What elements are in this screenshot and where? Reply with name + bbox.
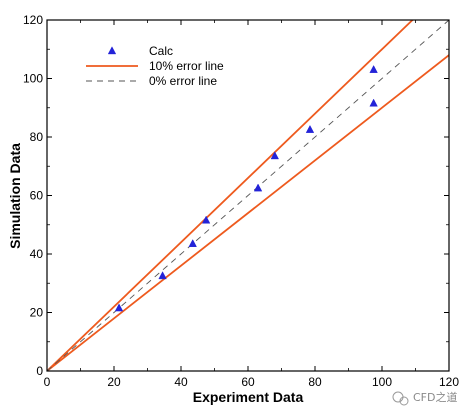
wechat-icon bbox=[392, 391, 404, 403]
y-tick-label-1: 20 bbox=[30, 306, 44, 320]
legend-label-2: 0% error line bbox=[149, 74, 217, 88]
calc-point-5 bbox=[270, 151, 279, 160]
legend-label-0: Calc bbox=[149, 44, 173, 58]
y-tick-label-4: 80 bbox=[30, 130, 44, 144]
legend-calc-marker bbox=[107, 46, 117, 55]
x-axis-title: Experiment Data bbox=[193, 389, 304, 405]
calc-point-3 bbox=[201, 215, 211, 224]
y-tick-label-6: 120 bbox=[23, 13, 43, 27]
x-tick-label-3: 60 bbox=[241, 375, 255, 389]
ten-percent-error-line-1 bbox=[47, 54, 449, 371]
y-axis-title: Simulation Data bbox=[7, 143, 23, 249]
calc-point-0 bbox=[114, 303, 124, 312]
x-tick-label-6: 120 bbox=[439, 375, 459, 389]
calc-point-2 bbox=[188, 239, 197, 247]
x-tick-label-5: 100 bbox=[372, 375, 392, 389]
calc-point-8 bbox=[369, 98, 378, 107]
y-tick-label-3: 60 bbox=[30, 189, 44, 203]
legend-label-1: 10% error line bbox=[149, 59, 224, 73]
wechat-icon-bubble bbox=[399, 396, 409, 406]
watermark-text: CFD之道 bbox=[413, 390, 457, 404]
x-tick-label-4: 80 bbox=[308, 375, 322, 389]
x-tick-label-1: 20 bbox=[107, 375, 121, 389]
calc-point-4 bbox=[253, 183, 263, 192]
watermark: CFD之道 bbox=[392, 390, 457, 406]
y-tick-label-2: 40 bbox=[30, 247, 44, 261]
calc-point-7 bbox=[369, 64, 378, 73]
zero-error-line-0 bbox=[47, 20, 449, 371]
y-tick-label-0: 0 bbox=[36, 364, 43, 378]
calc-point-1 bbox=[158, 271, 167, 280]
y-tick-label-5: 100 bbox=[23, 72, 43, 86]
ten-percent-error-line-0 bbox=[47, 20, 414, 371]
calc-point-6 bbox=[305, 124, 315, 133]
x-tick-label-0: 0 bbox=[44, 375, 51, 389]
x-tick-label-2: 40 bbox=[174, 375, 188, 389]
